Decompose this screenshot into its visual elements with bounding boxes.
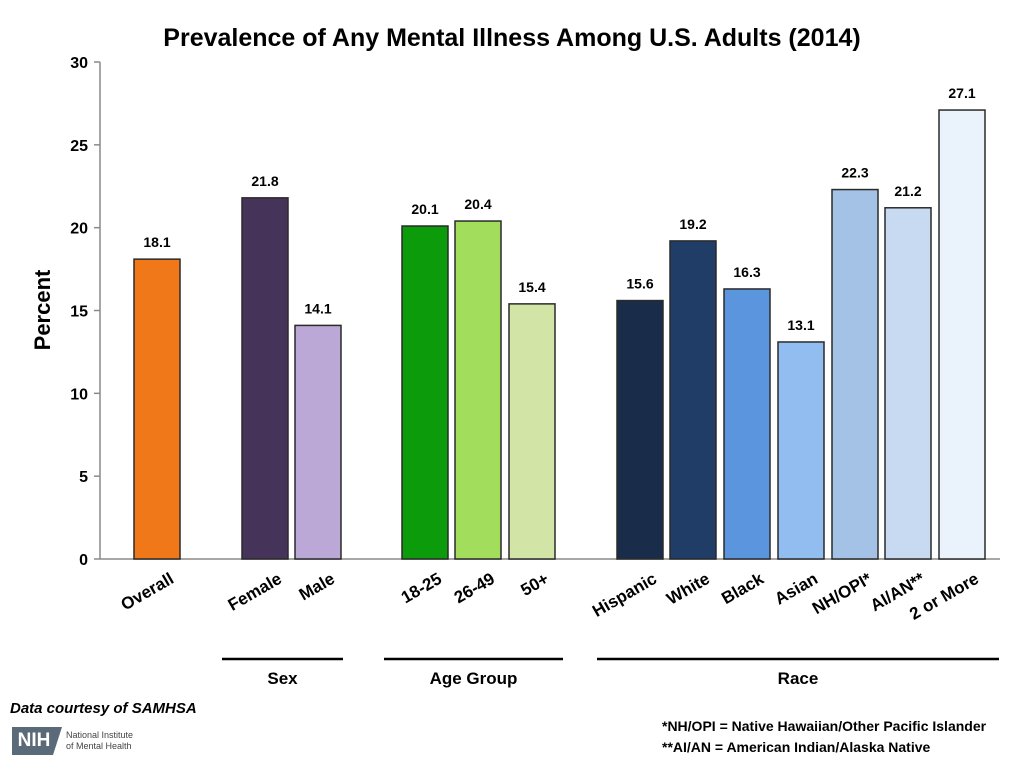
category-label: Female	[225, 569, 285, 615]
y-axis-label: Percent	[30, 269, 55, 350]
bar	[831, 188, 879, 560]
group-brackets: Sex Age Group Race	[222, 657, 999, 688]
nih-logo-text: National Institute of Mental Health	[66, 730, 133, 752]
category-label: White	[663, 569, 713, 609]
bar	[884, 207, 932, 560]
y-tick-label: 25	[70, 138, 88, 155]
bar-value-label: 15.4	[518, 279, 545, 295]
nih-logo-mark: NIH	[12, 727, 62, 755]
y-tick-label: 15	[70, 304, 88, 321]
category-label: 26-49	[451, 569, 498, 607]
data-credit: Data courtesy of SAMHSA	[10, 700, 197, 717]
bar	[508, 303, 556, 560]
y-tick-label: 5	[79, 469, 88, 486]
bar	[777, 341, 825, 560]
y-tick-label: 20	[70, 221, 88, 238]
bar-value-label: 15.6	[626, 276, 653, 292]
bar-value-label: 14.1	[304, 300, 331, 316]
category-label: Overall	[118, 569, 177, 614]
bar-value-label: 20.4	[464, 196, 491, 212]
y-tick-label: 0	[79, 552, 88, 569]
category-label: NH/OPI*	[809, 569, 875, 618]
nih-logo-line1: National Institute	[66, 730, 134, 740]
bar-value-label: 21.8	[251, 173, 278, 189]
footnotes: *NH/OPI = Native Hawaiian/Other Pacific …	[662, 716, 986, 758]
footnote-aian: **AI/AN = American Indian/Alaska Native	[662, 739, 931, 755]
bar-value-label: 21.2	[894, 183, 921, 199]
bar-value-label: 22.3	[841, 165, 868, 181]
bar-value-label: 27.1	[948, 85, 975, 101]
bar	[938, 109, 986, 560]
bar	[454, 220, 502, 560]
group-label: Age Group	[430, 669, 518, 688]
bar-chart: Prevalence of Any Mental Illness Among U…	[30, 24, 1000, 688]
group-label: Race	[778, 669, 819, 688]
nih-logo-line2: of Mental Health	[66, 741, 132, 751]
category-label: Hispanic	[589, 569, 660, 621]
bar	[401, 225, 449, 560]
category-label: Male	[296, 569, 338, 604]
bar	[241, 197, 289, 560]
chart-title: Prevalence of Any Mental Illness Among U…	[163, 24, 860, 52]
bar-value-label: 19.2	[679, 216, 706, 232]
bar	[133, 258, 181, 560]
bar-value-label: 13.1	[787, 317, 814, 333]
bar	[616, 299, 664, 560]
y-tick-label: 30	[70, 55, 88, 72]
bar-value-label: 18.1	[143, 234, 170, 250]
y-tick-label: 10	[70, 386, 88, 403]
nih-logo: NIH National Institute of Mental Health	[12, 727, 133, 755]
category-label: 18-25	[398, 569, 445, 607]
bar	[294, 324, 342, 560]
bars: 18.1 Overall 21.8 Female 14.1 Male 20.1 18-25 20…	[118, 85, 986, 624]
bar	[723, 288, 771, 560]
bar-value-label: 16.3	[733, 264, 760, 280]
group-label: Sex	[267, 669, 298, 688]
bar-value-label: 20.1	[411, 201, 438, 217]
bar	[669, 240, 717, 560]
category-label: Black	[718, 569, 767, 608]
footnote-nhopi: *NH/OPI = Native Hawaiian/Other Pacific …	[662, 718, 987, 734]
category-label: 50+	[518, 569, 553, 600]
